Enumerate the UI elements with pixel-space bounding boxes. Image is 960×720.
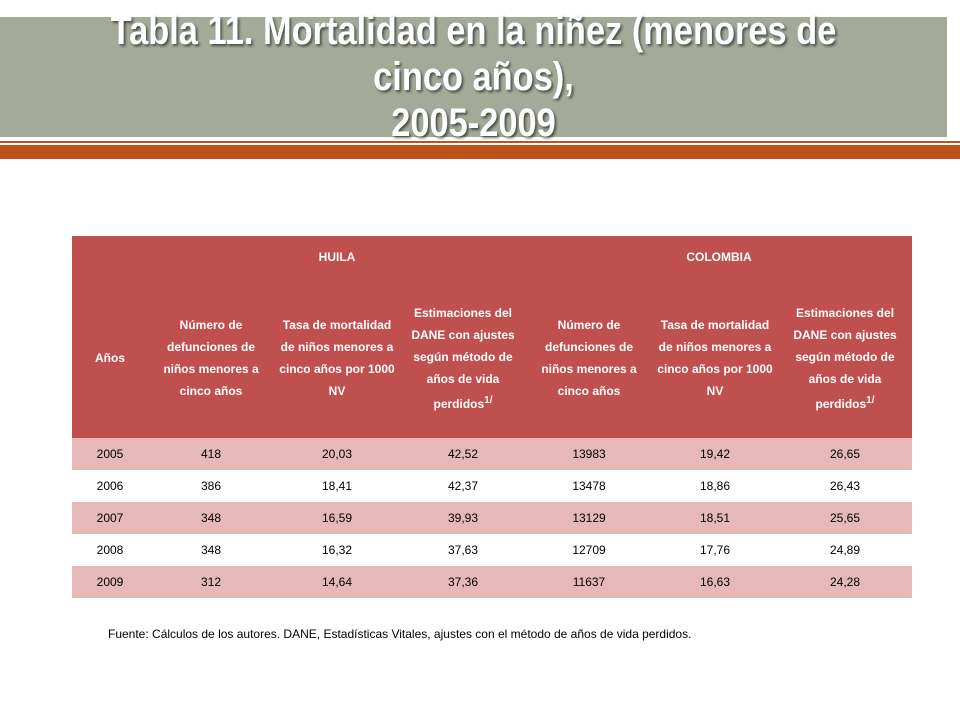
- cell-colombia-estimate: 26,65: [778, 438, 913, 470]
- cell-colombia-estimate: 24,28: [778, 566, 913, 598]
- table-row: 2005 418 20,03 42,52 13983 19,42 26,65: [72, 438, 913, 470]
- cell-colombia-deaths: 13983: [526, 438, 652, 470]
- cell-huila-deaths: 312: [148, 566, 274, 598]
- column-header-huila-deaths: Número de defunciones de niños menores a…: [148, 278, 274, 438]
- cell-huila-estimate: 42,52: [400, 438, 526, 470]
- slide-title: Tabla 11. Mortalidad en la niñez (menore…: [66, 8, 880, 146]
- cell-year: 2005: [72, 438, 148, 470]
- column-header-years: Años: [72, 278, 148, 438]
- cell-huila-deaths: 348: [148, 502, 274, 534]
- column-header-colombia-deaths: Número de defunciones de niños menores a…: [526, 278, 652, 438]
- group-header-colombia: COLOMBIA: [526, 236, 913, 278]
- accent-rule-thin: [0, 141, 960, 143]
- table-row: 2007 348 16,59 39,93 13129 18,51 25,65: [72, 502, 913, 534]
- cell-colombia-deaths: 12709: [526, 534, 652, 566]
- column-header-colombia-estimate: Estimaciones del DANE con ajustes según …: [778, 278, 913, 438]
- cell-huila-rate: 16,32: [274, 534, 400, 566]
- cell-year: 2009: [72, 566, 148, 598]
- column-header-colombia-rate: Tasa de mortalidad de niños menores a ci…: [652, 278, 778, 438]
- cell-colombia-deaths: 13478: [526, 470, 652, 502]
- mortality-table-container: HUILA COLOMBIA Años Número de defuncione…: [72, 236, 913, 598]
- table-row: 2008 348 16,32 37,63 12709 17,76 24,89: [72, 534, 913, 566]
- footnote-mark: 1/: [866, 394, 875, 406]
- cell-colombia-rate: 17,76: [652, 534, 778, 566]
- cell-huila-deaths: 418: [148, 438, 274, 470]
- column-header-huila-estimate-label: Estimaciones del DANE con ajustes según …: [411, 305, 515, 411]
- column-header-colombia-estimate-label: Estimaciones del DANE con ajustes según …: [793, 305, 897, 411]
- cell-huila-rate: 20,03: [274, 438, 400, 470]
- cell-colombia-rate: 16,63: [652, 566, 778, 598]
- cell-colombia-deaths: 13129: [526, 502, 652, 534]
- cell-huila-estimate: 39,93: [400, 502, 526, 534]
- cell-colombia-estimate: 26,43: [778, 470, 913, 502]
- column-header-huila-estimate: Estimaciones del DANE con ajustes según …: [400, 278, 526, 438]
- group-header-blank: [72, 236, 148, 278]
- slide-title-line-2: 2005-2009: [391, 101, 556, 145]
- cell-huila-rate: 18,41: [274, 470, 400, 502]
- table-row: 2009 312 14,64 37,36 11637 16,63 24,28: [72, 566, 913, 598]
- cell-year: 2008: [72, 534, 148, 566]
- source-note: Fuente: Cálculos de los autores. DANE, E…: [108, 627, 692, 641]
- cell-colombia-estimate: 25,65: [778, 502, 913, 534]
- column-header-huila-rate: Tasa de mortalidad de niños menores a ci…: [274, 278, 400, 438]
- cell-huila-estimate: 42,37: [400, 470, 526, 502]
- cell-colombia-rate: 18,51: [652, 502, 778, 534]
- cell-colombia-deaths: 11637: [526, 566, 652, 598]
- cell-huila-deaths: 386: [148, 470, 274, 502]
- slide-title-line-1: Tabla 11. Mortalidad en la niñez (menore…: [110, 9, 837, 99]
- cell-year: 2007: [72, 502, 148, 534]
- accent-rule: [0, 145, 960, 159]
- title-bar: Tabla 11. Mortalidad en la niñez (menore…: [0, 9, 947, 145]
- cell-colombia-estimate: 24,89: [778, 534, 913, 566]
- cell-year: 2006: [72, 470, 148, 502]
- cell-huila-rate: 16,59: [274, 502, 400, 534]
- cell-huila-deaths: 348: [148, 534, 274, 566]
- cell-colombia-rate: 18,86: [652, 470, 778, 502]
- table-row: 2006 386 18,41 42,37 13478 18,86 26,43: [72, 470, 913, 502]
- group-header-row: HUILA COLOMBIA: [72, 236, 913, 278]
- mortality-table: HUILA COLOMBIA Años Número de defuncione…: [72, 236, 913, 598]
- footnote-mark: 1/: [484, 394, 493, 406]
- cell-huila-estimate: 37,63: [400, 534, 526, 566]
- cell-colombia-rate: 19,42: [652, 438, 778, 470]
- cell-huila-rate: 14,64: [274, 566, 400, 598]
- cell-huila-estimate: 37,36: [400, 566, 526, 598]
- column-header-row: Años Número de defunciones de niños meno…: [72, 278, 913, 438]
- group-header-huila: HUILA: [148, 236, 526, 278]
